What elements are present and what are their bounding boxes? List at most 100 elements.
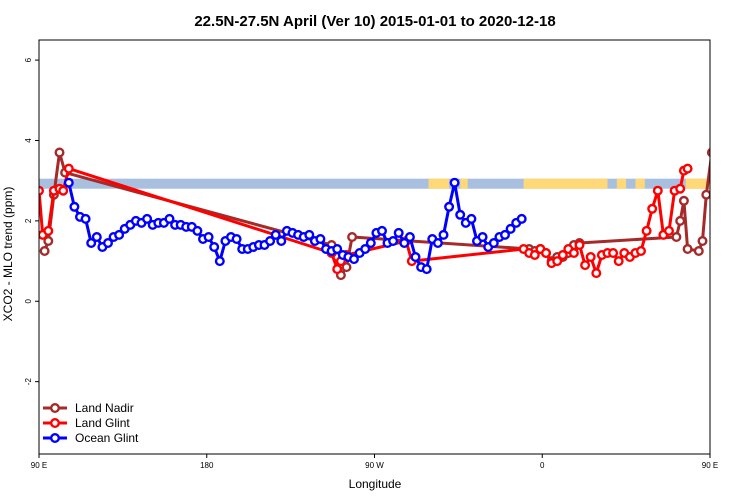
series-2-point-5 bbox=[91, 231, 102, 242]
x-tick-label-4: 90 E bbox=[702, 461, 718, 470]
series-2-point-81 bbox=[516, 213, 527, 224]
x-tick-label-0: 90 E bbox=[31, 461, 47, 470]
series-layer bbox=[39, 147, 710, 281]
series-2-point-37 bbox=[270, 229, 281, 240]
y-tick-label-4: 6 bbox=[24, 57, 33, 62]
series-2-point-53 bbox=[360, 243, 371, 254]
series-1-point-23 bbox=[574, 239, 585, 250]
series-1-point-41 bbox=[675, 183, 686, 194]
series-2-point-60 bbox=[399, 237, 410, 248]
series-0-point-24 bbox=[693, 245, 704, 256]
series-1-point-39 bbox=[664, 225, 675, 236]
series-1-point-36 bbox=[647, 203, 658, 214]
series-1-point-19 bbox=[552, 256, 563, 267]
y-axis: -2 0 2 4 6 bbox=[24, 57, 39, 385]
series-2-point-54 bbox=[365, 237, 376, 248]
series-0-point-26 bbox=[701, 189, 710, 200]
y-tick-label-3: 4 bbox=[24, 138, 33, 143]
series-2-point-45 bbox=[315, 233, 326, 244]
series-2-point-43 bbox=[304, 229, 315, 240]
y-tick-label-2: 2 bbox=[24, 218, 33, 223]
series-2-point-68 bbox=[444, 201, 455, 212]
series-2-point-38 bbox=[276, 235, 287, 246]
y-tick-label-1: 0 bbox=[24, 298, 33, 303]
series-0-point-3 bbox=[54, 147, 65, 158]
x-tick-label-1: 180 bbox=[200, 461, 214, 470]
map-band-land-4 bbox=[635, 178, 645, 189]
legend-swatch-marker-2 bbox=[50, 433, 61, 444]
series-2-point-9 bbox=[114, 229, 125, 240]
series-1-point-25 bbox=[585, 251, 596, 262]
series-0-point-23 bbox=[682, 243, 693, 254]
series-2-point-61 bbox=[404, 231, 415, 242]
series-2-point-27 bbox=[214, 256, 225, 267]
series-2-point-14 bbox=[142, 213, 153, 224]
series-2-point-66 bbox=[432, 237, 443, 248]
series-2-point-70 bbox=[455, 209, 466, 220]
series-2-point-30 bbox=[231, 233, 242, 244]
series-1-point-37 bbox=[652, 185, 663, 196]
series-2-point-58 bbox=[388, 235, 399, 246]
map-band-land-2 bbox=[523, 178, 608, 189]
series-1-point-22 bbox=[568, 247, 579, 258]
series-1-point-6 bbox=[63, 163, 74, 174]
map-band bbox=[39, 178, 710, 189]
series-1-point-8 bbox=[332, 264, 343, 275]
series-2-point-18 bbox=[164, 213, 175, 224]
series-2-point-62 bbox=[410, 251, 421, 262]
x-tick-label-3: 0 bbox=[540, 461, 545, 470]
series-2-point-76 bbox=[488, 237, 499, 248]
series-2-point-3 bbox=[80, 213, 91, 224]
chart-title: 22.5N-27.5N April (Ver 10) 2015-01-01 to… bbox=[194, 13, 555, 30]
series-2-point-69 bbox=[449, 177, 460, 188]
series-1-point-35 bbox=[641, 225, 652, 236]
series-2-point-67 bbox=[438, 229, 449, 240]
series-1-point-34 bbox=[636, 245, 647, 256]
series-2-point-4 bbox=[86, 237, 97, 248]
series-0-point-9 bbox=[347, 231, 358, 242]
legend-item-0: Land Nadir bbox=[43, 401, 134, 415]
series-1-point-30 bbox=[613, 256, 624, 267]
series-1-point-2 bbox=[43, 225, 54, 236]
series-0-point-20 bbox=[671, 231, 682, 242]
map-band-land-3 bbox=[616, 178, 627, 189]
series-2-point-64 bbox=[421, 264, 432, 275]
series-0-point-21 bbox=[675, 215, 686, 226]
legend-item-2: Ocean Glint bbox=[43, 431, 139, 445]
series-2-point-23 bbox=[192, 225, 203, 236]
map-band-land-5 bbox=[685, 178, 710, 189]
series-2-point-26 bbox=[209, 241, 220, 252]
series-2-point-72 bbox=[466, 213, 477, 224]
map-band-land-0 bbox=[428, 178, 450, 189]
legend-label-2: Ocean Glint bbox=[75, 431, 139, 445]
series-2-point-48 bbox=[332, 243, 343, 254]
series-1-point-43 bbox=[682, 163, 693, 174]
map-band-land-1 bbox=[460, 178, 468, 189]
map-band-ocean bbox=[39, 178, 710, 189]
series-1-point-24 bbox=[580, 260, 591, 271]
series-0-point-1 bbox=[43, 235, 54, 246]
series-0-point-25 bbox=[697, 235, 708, 246]
legend-label-0: Land Nadir bbox=[75, 401, 134, 415]
series-2-point-59 bbox=[393, 227, 404, 238]
series-2-point-74 bbox=[477, 231, 488, 242]
series-0-point-0 bbox=[39, 245, 50, 256]
series-0-point-8 bbox=[341, 262, 352, 273]
series-2-point-36 bbox=[265, 235, 276, 246]
x-axis-label: Longitude bbox=[349, 477, 402, 491]
series-2 bbox=[63, 177, 527, 275]
y-axis-label: XCO2 - MLO trend (ppm) bbox=[1, 187, 15, 322]
series-1-point-17 bbox=[541, 247, 552, 258]
legend-swatch-marker-0 bbox=[50, 403, 61, 414]
legend-item-1: Land Glint bbox=[43, 416, 130, 430]
series-2-point-56 bbox=[377, 225, 388, 236]
series-0-point-22 bbox=[678, 195, 689, 206]
series-1-point-29 bbox=[608, 247, 619, 258]
series-2-point-78 bbox=[500, 229, 511, 240]
series-2-point-25 bbox=[203, 231, 214, 242]
series-2-point-7 bbox=[102, 237, 113, 248]
series-1-point-5 bbox=[58, 185, 69, 196]
series-2-point-1 bbox=[69, 201, 80, 212]
series-1-point-20 bbox=[557, 249, 568, 260]
